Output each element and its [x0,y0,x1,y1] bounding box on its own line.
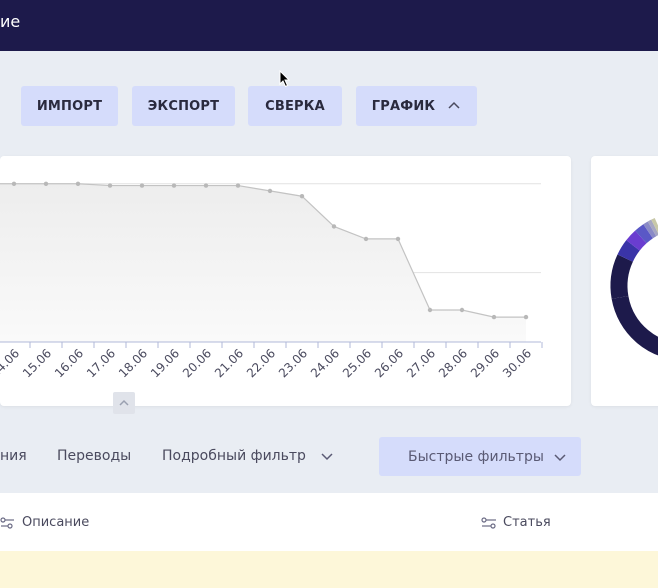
x-tick-label: 20.06 [180,346,214,380]
data-point [395,236,401,242]
column-description[interactable]: Описание [0,515,89,530]
sort-icon [0,516,16,529]
balance-chart: 13.0614.0615.0616.0617.0618.0619.0620.06… [0,181,543,380]
quick-filters-label: Быстрые фильтры [408,448,544,465]
data-point [331,224,337,229]
x-tick-label: 16.06 [52,346,86,380]
reconcile-button-label: СВЕРКА [265,98,325,114]
chart-toggle-button[interactable]: ГРАФИК [356,86,477,126]
column-article[interactable]: Статья [481,515,551,530]
x-tick-label: 15.06 [20,346,54,380]
data-point [171,183,177,188]
area-fill [0,183,526,342]
x-tick-label: 22.06 [244,346,278,380]
export-button-label: ЭКСПОРТ [147,98,220,114]
donut-segment[interactable] [647,219,658,237]
x-tick-label: 24.06 [308,346,342,380]
data-point [363,236,369,242]
data-point [427,307,433,313]
donut-segment[interactable] [626,230,647,251]
tab-operations[interactable]: ния [0,448,27,464]
quick-filters-dropdown[interactable]: Быстрые фильтры [379,437,581,476]
donut-segment[interactable] [611,295,658,356]
mouse-cursor-icon [279,70,291,88]
donut-segment[interactable] [617,240,640,262]
data-point [523,314,529,320]
x-tick-label: 18.06 [116,346,150,380]
top-navbar: ие [0,0,658,51]
donut-chart [610,217,658,356]
x-tick-label: 19.06 [148,346,182,380]
x-tick-label: 23.06 [276,346,310,380]
data-point [459,307,465,313]
donut-segment[interactable] [643,221,657,239]
x-tick-label: 29.06 [468,346,502,380]
x-tick-label: 27.06 [404,346,438,380]
data-point [491,314,497,320]
chevron-up-icon [119,399,129,406]
donut-segment[interactable] [610,254,634,299]
donut-segment[interactable] [635,224,653,244]
x-tick-label: 26.06 [372,346,406,380]
table-row[interactable] [0,551,658,588]
import-button-label: ИМПОРТ [36,98,103,114]
x-tick-label: 28.06 [436,346,470,380]
x-tick-label: 30.06 [500,346,534,380]
balance-chart-card: 13.0614.0615.0616.0617.0618.0619.0620.06… [0,156,571,406]
column-article-label: Статья [503,515,551,530]
x-tick-label: 17.06 [84,346,118,380]
donut-chart-card [591,156,658,406]
reconcile-button[interactable]: СВЕРКА [248,86,342,126]
detailed-filter-label: Подробный фильтр [162,448,306,464]
chevron-down-icon [553,450,567,464]
detailed-filter-dropdown[interactable]: Подробный фильтр [162,448,334,464]
donut-segment[interactable] [651,217,658,234]
data-point [11,181,17,186]
data-point [107,183,113,188]
series-line [0,183,526,318]
chevron-down-icon [320,449,334,463]
sort-icon [481,516,497,529]
page-title: ие [0,12,21,31]
chevron-up-icon [447,99,461,113]
export-button[interactable]: ЭКСПОРТ [132,86,235,126]
x-tick-label: 14.06 [0,346,22,380]
data-point [235,183,241,188]
table-header: Описание Статья [0,493,658,551]
collapse-chart-button[interactable] [113,392,135,414]
data-point [267,188,273,194]
data-point [299,194,305,199]
column-description-label: Описание [22,515,90,530]
data-point [43,181,49,186]
x-tick-label: 25.06 [340,346,374,380]
tab-transfers[interactable]: Переводы [57,448,132,464]
data-point [75,181,81,186]
import-button[interactable]: ИМПОРТ [21,86,118,126]
x-tick-label: 21.06 [212,346,246,380]
data-point [139,183,145,188]
chart-toggle-label: ГРАФИК [371,98,436,114]
data-point [203,183,209,188]
